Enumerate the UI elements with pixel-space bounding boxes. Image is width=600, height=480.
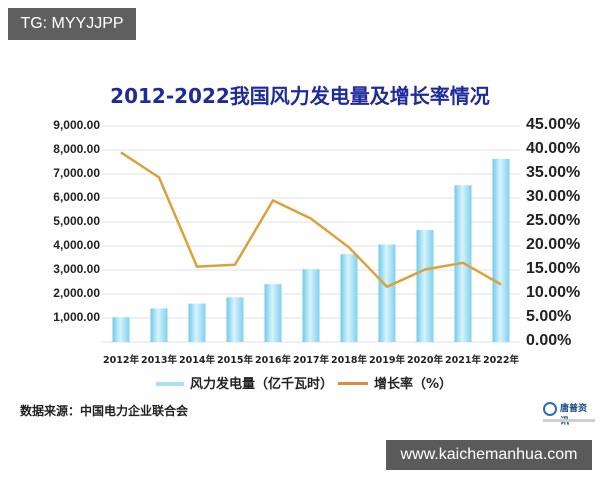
right-axis-tick: 10.00% [526,284,581,301]
line-series [120,151,502,289]
bar-series [112,158,510,342]
bar [340,254,358,342]
legend-line-swatch [338,382,368,385]
x-axis-tick: 2015年 [217,355,253,366]
right-axis-tick: 0.00% [526,332,572,349]
x-axis-tick: 2012年 [103,355,139,366]
x-axis-tick: 2020年 [407,355,443,366]
left-axis-tick: 7,000.00 [53,166,100,180]
right-axis-tick: 25.00% [526,212,581,229]
bar [150,308,168,342]
right-axis-tick: 30.00% [526,188,581,205]
left-axis-tick: 6,000.00 [53,190,100,204]
bar [416,229,434,342]
bar [302,269,320,342]
x-axis-tick: 2013年 [141,355,177,366]
right-axis-tick: 20.00% [526,236,581,253]
bar [226,297,244,342]
right-axis-tick: 35.00% [526,164,581,181]
left-axis-tick: 3,000.00 [53,262,100,276]
watermark-site: www.kaichemanhua.com [386,440,592,470]
logo-underline [543,419,595,422]
legend: 风力发电量（亿千瓦时） 增长率（%） [0,370,600,394]
right-axis-tick: 15.00% [526,260,581,277]
legend-bar-label: 风力发电量（亿千瓦时） [190,377,334,392]
left-axis-tick: 1,000.00 [53,310,100,324]
left-axis-tick: 8,000.00 [53,142,100,156]
publisher-logo: 唐普资讯 [543,400,595,427]
logo-icon [543,402,557,416]
watermark-tag: TG: MYYJJPP [8,8,136,40]
x-axis-tick: 2021年 [445,355,481,366]
data-source: 数据来源：中国电力企业联合会 [20,404,189,418]
left-axis-tick: 9,000.00 [53,118,100,132]
right-axis-tick: 5.00% [526,308,572,325]
x-axis-tick: 2018年 [331,355,367,366]
bar [264,284,282,342]
left-axis-tick: 5,000.00 [53,214,100,228]
bar [492,158,510,342]
x-axis-tick: 2017年 [293,355,329,366]
legend-line-label: 增长率（%） [374,377,453,392]
x-axis-tick: 2016年 [255,355,291,366]
left-axis-tick: 4,000.00 [53,238,100,252]
bar [378,244,396,342]
left-axis-tick: 2,000.00 [53,286,100,300]
legend-bar-swatch [156,382,184,386]
chart-title: 2012-2022我国风力发电量及增长率情况 [110,84,490,108]
logo-text: 唐普资讯 [560,404,588,427]
x-axis-tick: 2014年 [179,355,215,366]
x-axis-tick: 2022年 [483,355,519,366]
x-axis-tick: 2019年 [369,355,405,366]
right-axis-tick: 40.00% [526,140,581,157]
bar [188,303,206,342]
right-axis-tick: 45.00% [526,116,581,133]
bar [112,317,130,342]
